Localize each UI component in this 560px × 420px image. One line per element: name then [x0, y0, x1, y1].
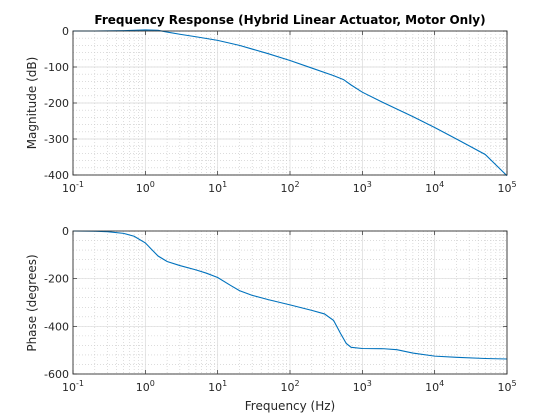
- phase-x-tick-label: 103: [353, 379, 372, 394]
- phase-x-tick-label: 101: [208, 379, 227, 394]
- phase-x-tick-label: 102: [280, 379, 299, 394]
- frequency-x-axis-label: Frequency (Hz): [245, 399, 336, 413]
- phase-x-tick-label: 105: [497, 379, 516, 394]
- magnitude-y-tick-label: -300: [44, 133, 69, 146]
- phase-y-tick-label: 0: [62, 225, 69, 238]
- chart-title: Frequency Response (Hybrid Linear Actuat…: [94, 13, 485, 27]
- magnitude-x-tick-label: 102: [280, 180, 299, 195]
- magnitude-x-tick-label: 100: [136, 180, 155, 195]
- phase-x-tick-label: 10-1: [62, 379, 84, 394]
- magnitude-axes-frame: [72, 30, 508, 176]
- magnitude-y-axis-label: Magnitude (dB): [25, 57, 39, 150]
- phase-y-tick-label: -200: [44, 273, 69, 286]
- phase-x-tick-label: 104: [425, 379, 444, 394]
- phase-y-axis-label: Phase (degrees): [25, 254, 39, 351]
- phase-x-tick-label: 100: [136, 379, 155, 394]
- phase-axes-frame: [72, 230, 508, 375]
- magnitude-x-tick-label: 101: [208, 180, 227, 195]
- magnitude-y-tick-label: -400: [44, 169, 69, 182]
- magnitude-x-tick-label: 104: [425, 180, 444, 195]
- magnitude-x-tick-label: 105: [497, 180, 516, 195]
- phase-y-tick-label: -400: [44, 320, 69, 333]
- magnitude-y-tick-label: -200: [44, 97, 69, 110]
- magnitude-y-tick-label: 0: [62, 25, 69, 38]
- magnitude-x-tick-label: 103: [353, 180, 372, 195]
- phase-plot: 10-1 100 101 102 103 104 105 0 -200 -400 -600: [44, 225, 517, 394]
- magnitude-response-curve: [73, 29, 508, 177]
- phase-response-curve: [72, 230, 508, 360]
- magnitude-plot: 10-1 100 101 102 103 104 105 0 -100 -200 -300 -400: [44, 25, 517, 195]
- magnitude-y-tick-label: -100: [44, 61, 69, 74]
- magnitude-x-tick-label: 10-1: [62, 180, 84, 195]
- phase-y-tick-label: -600: [44, 368, 69, 381]
